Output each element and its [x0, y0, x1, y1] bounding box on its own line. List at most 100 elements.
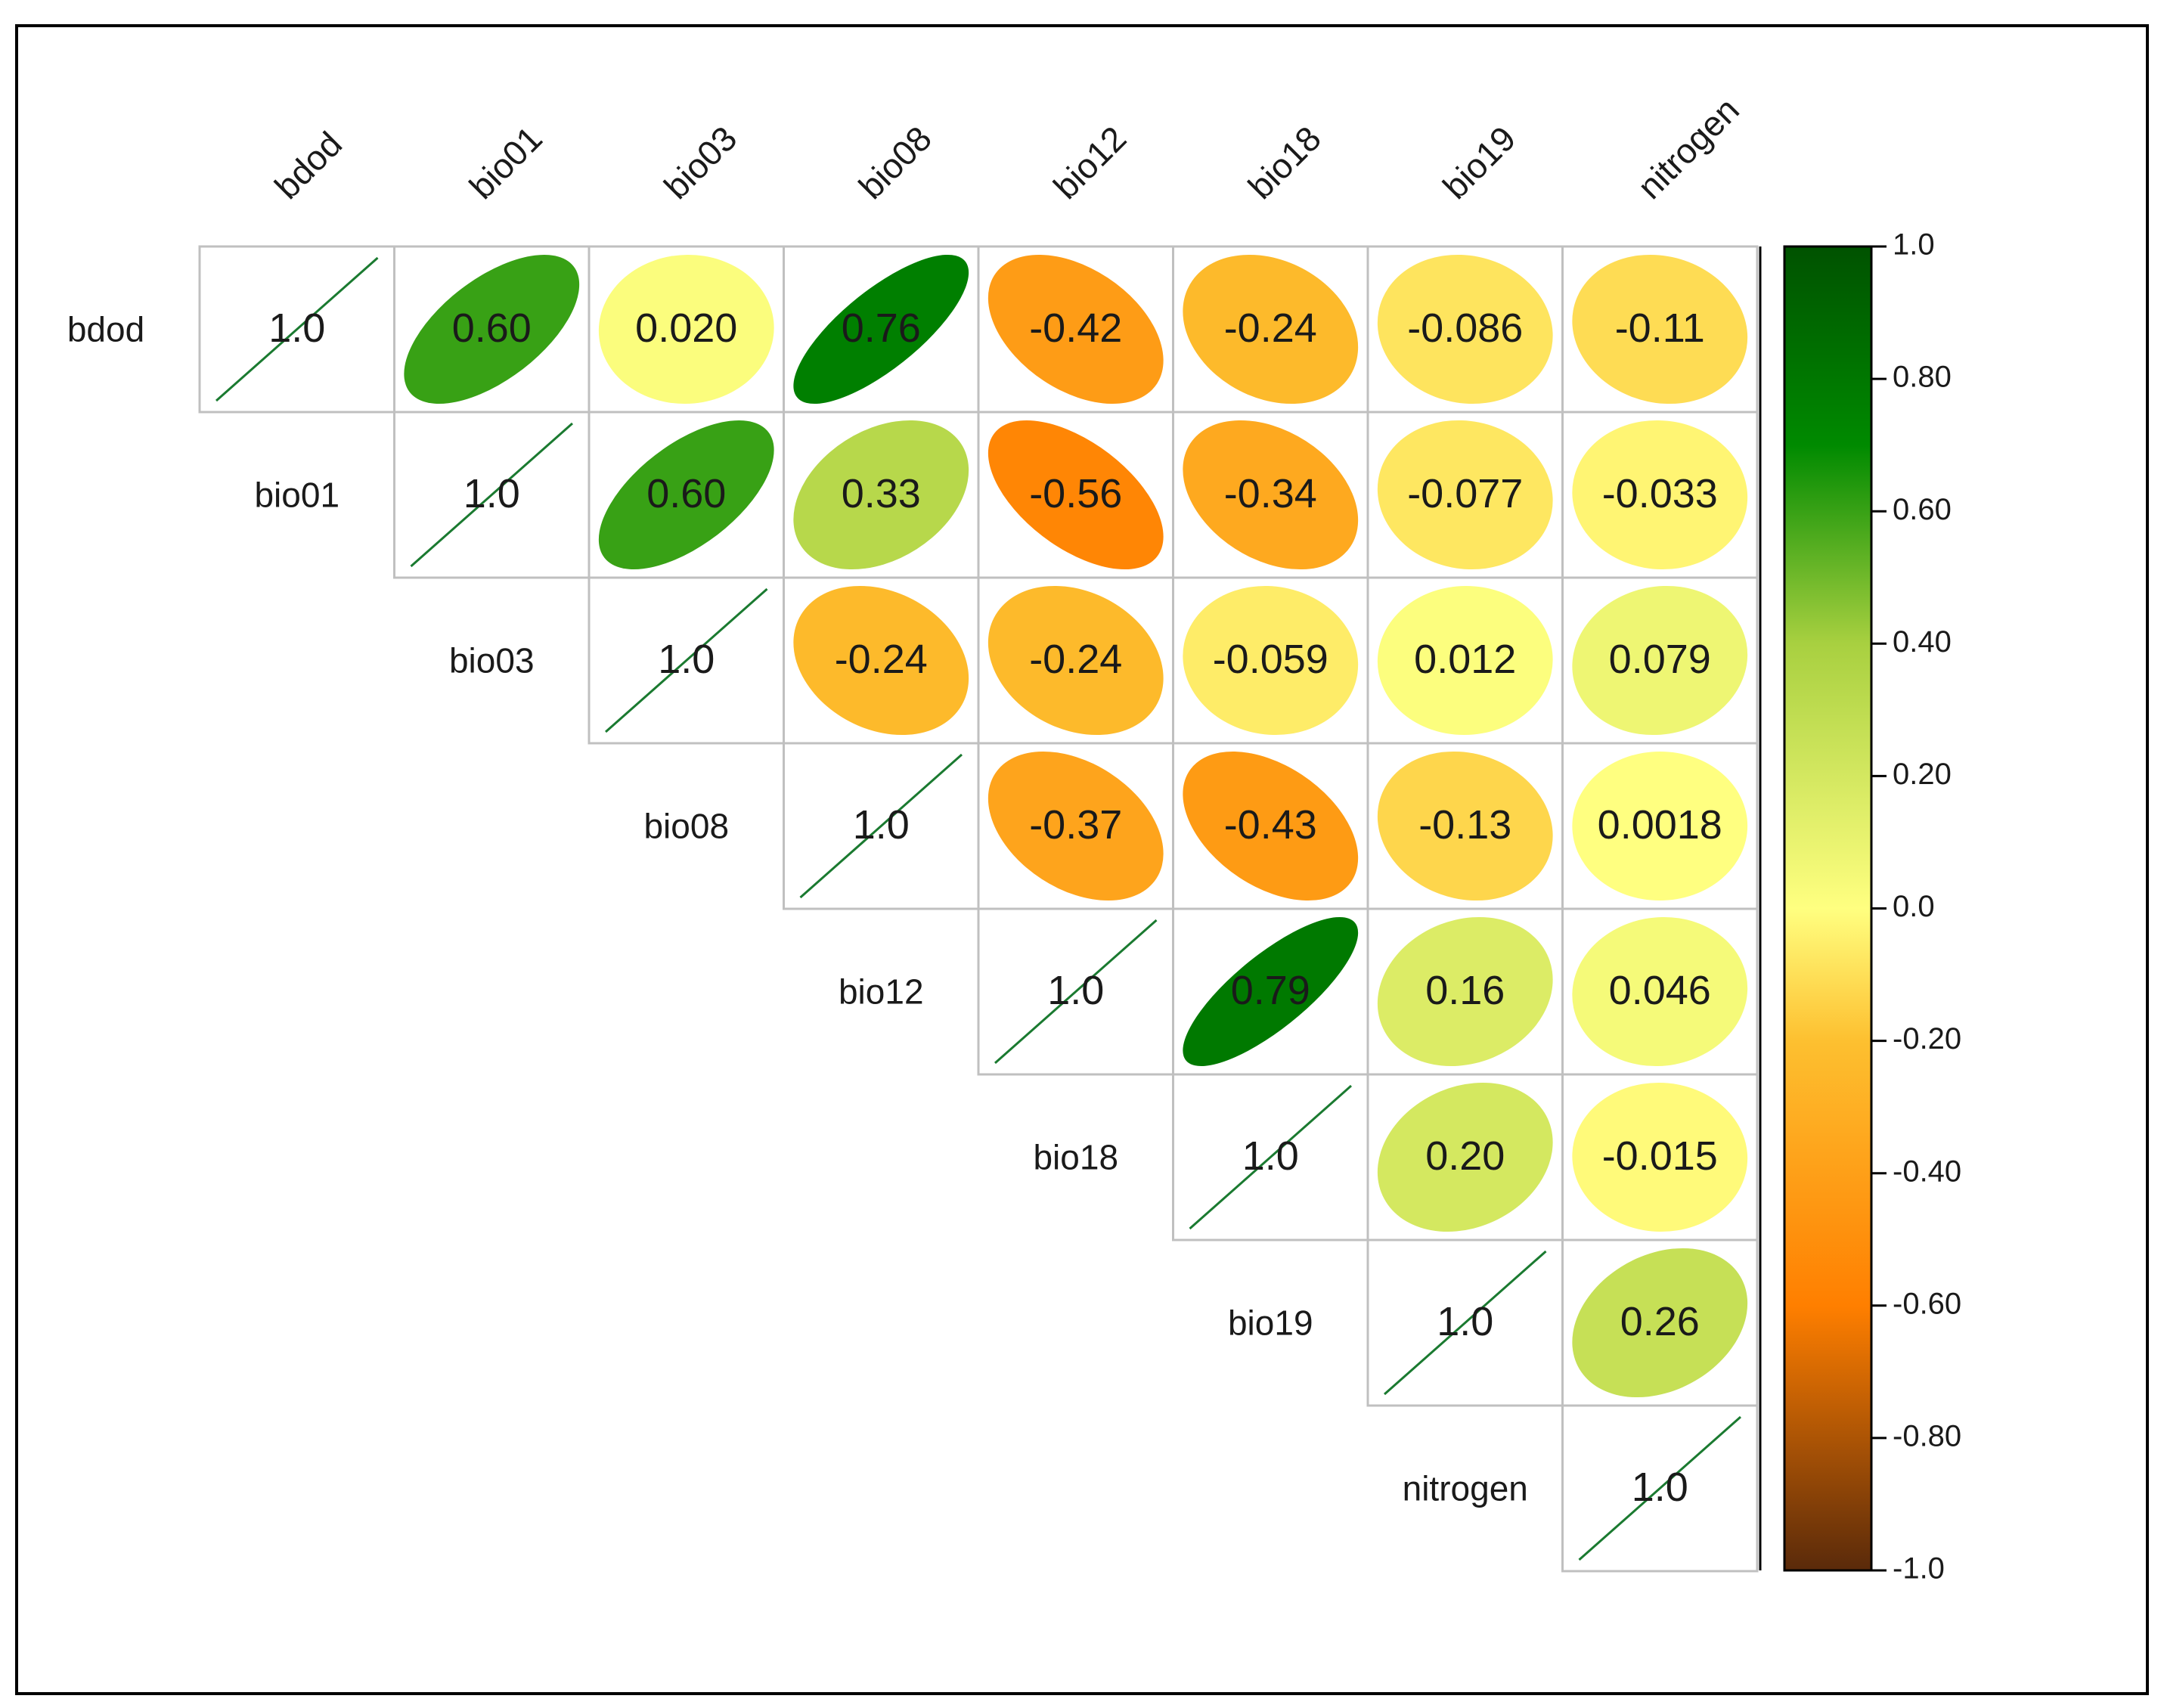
correlation-ellipse — [1572, 420, 1748, 570]
cell-value: 1.0 — [1047, 968, 1104, 1013]
correlation-ellipse — [1572, 751, 1748, 901]
cell-value: 0.76 — [842, 305, 921, 351]
cell-bio08-bio08: 1.0 — [783, 742, 980, 910]
correlation-ellipse — [987, 254, 1164, 405]
cell-value: 0.16 — [1425, 968, 1505, 1013]
cell-bio01-bio19: -0.077 — [1366, 411, 1564, 579]
colorbar-tick: 0.0 — [1871, 890, 1935, 923]
cell-bdod-nitrogen: -0.11 — [1561, 245, 1759, 414]
colorbar: 1.0 0.80 0.60 0.40 0.20 0.0 -0.20 -0.40 -0.60 -0.… — [1783, 228, 1961, 1586]
correlation-ellipse — [1572, 585, 1748, 736]
diagonal-line — [1189, 1084, 1352, 1230]
row-label-bio12: bio12 — [839, 972, 924, 1012]
cell-value: -0.24 — [1224, 305, 1317, 351]
diagonal-line — [605, 587, 768, 733]
cell-bio12-bio19: 0.16 — [1366, 907, 1564, 1076]
cell-value: 0.0018 — [1598, 802, 1722, 848]
cell-value: -0.37 — [1029, 802, 1122, 848]
cell-bio19-nitrogen: 0.26 — [1561, 1238, 1759, 1407]
cell-bio18-bio18: 1.0 — [1172, 1073, 1369, 1241]
row-label-bio08: bio08 — [643, 807, 729, 846]
cell-value: -0.13 — [1418, 802, 1511, 848]
cell-value: -0.086 — [1407, 305, 1523, 351]
colorbar-tick-label: 0.20 — [1893, 758, 1952, 791]
cell-bio03-bio03: 1.0 — [588, 576, 785, 745]
row-label-bio18: bio18 — [1033, 1138, 1118, 1177]
cell-value: 0.020 — [635, 305, 737, 351]
colorbar-tick-label: -0.80 — [1893, 1419, 1961, 1452]
cell-bio03-bio08: -0.24 — [783, 576, 980, 745]
colorbar-tick: 0.40 — [1871, 625, 1952, 659]
correlation-ellipse — [1183, 420, 1359, 570]
correlation-ellipse — [987, 751, 1164, 901]
colorbar-tick-label: -1.0 — [1893, 1552, 1945, 1586]
cell-value: 0.20 — [1425, 1133, 1505, 1179]
cell-bdod-bio03: 0.020 — [588, 245, 785, 414]
cell-value: 1.0 — [1242, 1133, 1299, 1179]
cell-value: 0.33 — [842, 471, 921, 516]
colorbar-tick-label: -0.60 — [1893, 1287, 1961, 1320]
correlation-ellipse — [793, 420, 969, 570]
correlation-ellipse — [404, 254, 580, 405]
cell-value: 0.60 — [646, 471, 726, 516]
colorbar-tick-label: 0.80 — [1893, 361, 1952, 394]
correlation-ellipse — [1572, 254, 1748, 405]
cell-value: -0.059 — [1213, 637, 1328, 682]
cell-value: -0.43 — [1224, 802, 1317, 848]
diagonal-line — [410, 422, 573, 568]
correlation-ellipse — [793, 254, 969, 405]
cell-bdod-bio12: -0.42 — [977, 245, 1174, 414]
cell-value: -0.24 — [835, 637, 928, 682]
cell-value: -0.077 — [1407, 471, 1523, 516]
cell-bio08-nitrogen: 0.0018 — [1561, 742, 1759, 910]
correlation-ellipse — [1377, 916, 1553, 1067]
correlation-ellipse — [1572, 1082, 1748, 1232]
cell-bio01-nitrogen: -0.033 — [1561, 411, 1759, 579]
colorbar-tick-label: 0.40 — [1893, 625, 1952, 659]
cell-value: 1.0 — [853, 802, 910, 848]
colorbar-tick: 1.0 — [1871, 228, 1935, 262]
row-labels: bdod bio01 bio03 bio08 bio12 bio18 bio19 nitrog… — [67, 310, 1528, 1508]
correlation-ellipse — [1572, 916, 1748, 1067]
cell-value: 1.0 — [463, 471, 520, 516]
correlation-ellipse — [793, 585, 969, 736]
cell-value: 1.0 — [658, 637, 715, 682]
cell-bio12-bio12: 1.0 — [977, 907, 1174, 1076]
correlation-ellipse — [1377, 420, 1553, 570]
colorbar-tick-label: -0.20 — [1893, 1022, 1961, 1055]
correlation-ellipse — [598, 420, 774, 570]
colorbar-tick: -1.0 — [1871, 1552, 1945, 1586]
cell-value: 0.079 — [1609, 637, 1711, 682]
diagonal-line — [215, 256, 379, 402]
colorbar-tick: 0.80 — [1871, 361, 1952, 394]
cell-value: 1.0 — [1437, 1299, 1493, 1344]
correlation-ellipse — [1183, 254, 1359, 405]
cell-bdod-bio19: -0.086 — [1366, 245, 1564, 414]
row-label-bio01: bio01 — [254, 476, 339, 515]
correlation-ellipse — [987, 585, 1164, 736]
cell-nitrogen-nitrogen: 1.0 — [1561, 1404, 1759, 1573]
diagonal-line — [1578, 1415, 1741, 1561]
cell-bio03-nitrogen: 0.079 — [1561, 576, 1759, 745]
cell-bdod-bio18: -0.24 — [1172, 245, 1369, 414]
row-label-bio19: bio19 — [1228, 1303, 1313, 1343]
cell-bio12-bio18: 0.79 — [1172, 907, 1369, 1076]
cell-bdod-bio01: 0.60 — [393, 245, 591, 414]
colorbar-tick-label: 0.60 — [1893, 493, 1952, 526]
colorbar-tick: 0.20 — [1871, 758, 1952, 791]
cell-value: -0.11 — [1615, 305, 1705, 351]
cell-value: 0.26 — [1620, 1299, 1700, 1344]
row-label-bio03: bio03 — [449, 641, 535, 680]
cell-value: -0.033 — [1602, 471, 1718, 516]
cell-bio01-bio12: -0.56 — [977, 411, 1174, 579]
colorbar-tick-label: -0.40 — [1893, 1155, 1961, 1188]
cell-bio08-bio19: -0.13 — [1366, 742, 1564, 910]
cell-bio19-bio19: 1.0 — [1366, 1238, 1564, 1407]
cell-bdod-bdod: 1.0 — [198, 245, 395, 414]
correlation-ellipse — [1377, 751, 1553, 901]
cell-value: 0.046 — [1609, 968, 1711, 1013]
cell-bio08-bio18: -0.43 — [1172, 742, 1369, 910]
cell-bio08-bio12: -0.37 — [977, 742, 1174, 910]
cell-bio12-nitrogen: 0.046 — [1561, 907, 1759, 1076]
